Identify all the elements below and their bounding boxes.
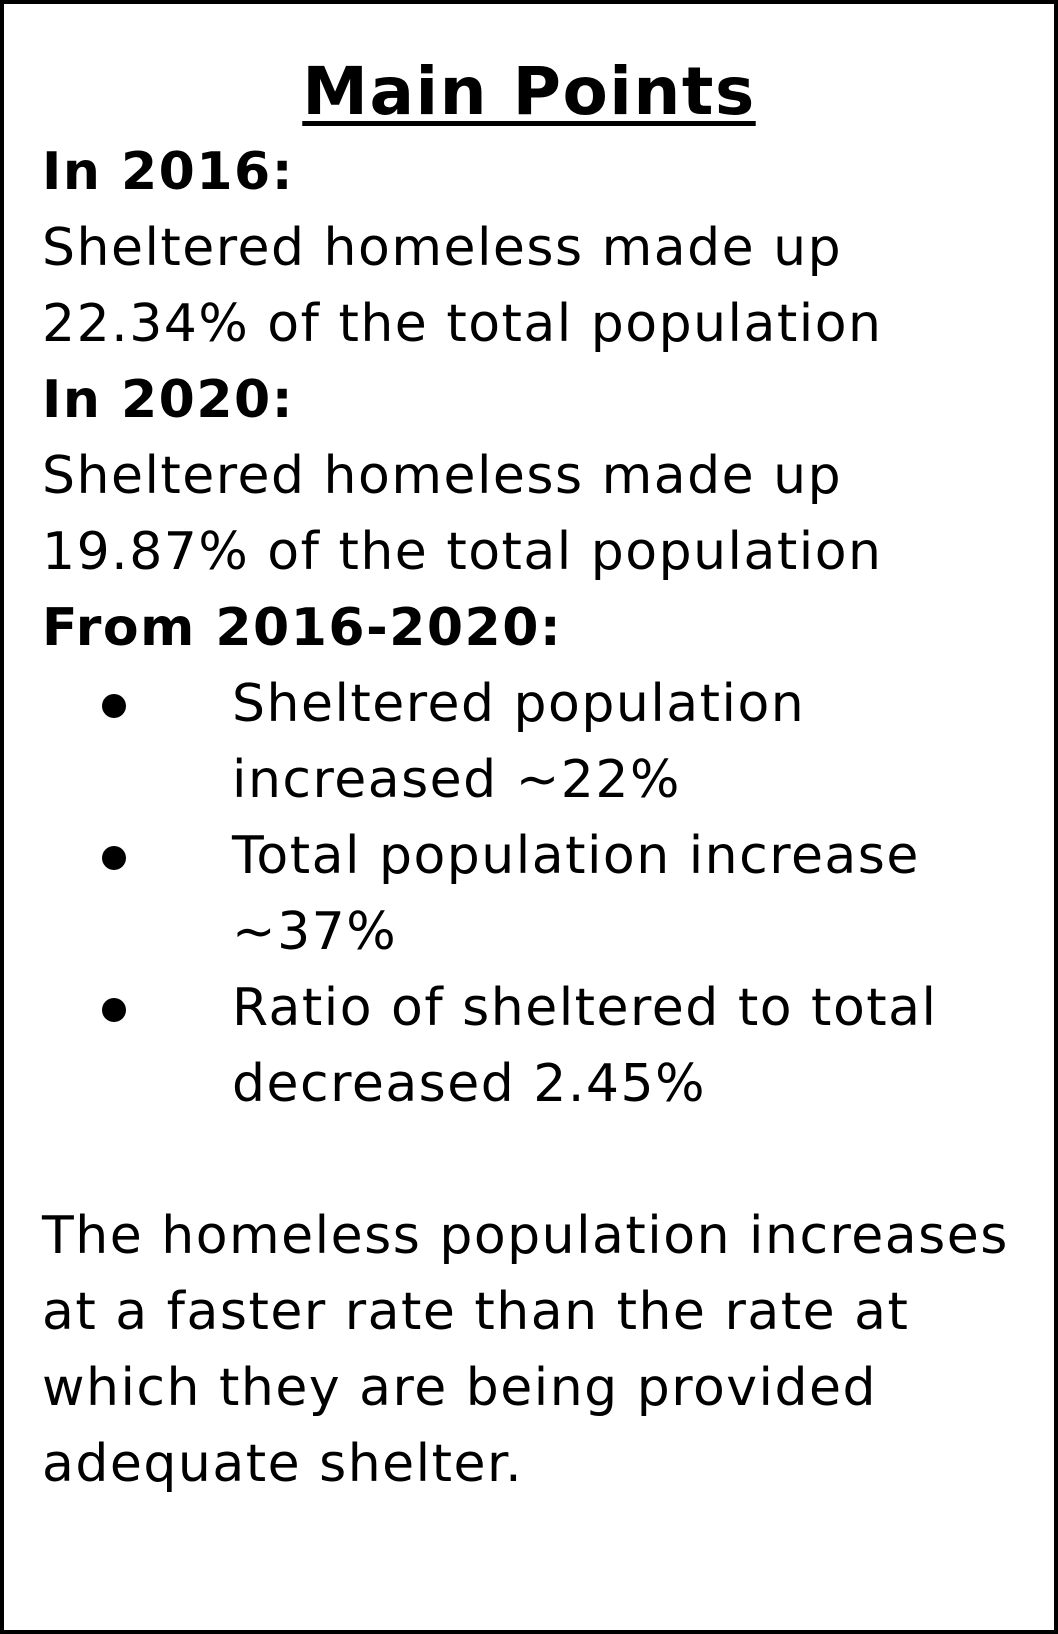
bullet-dot-icon	[102, 694, 126, 718]
heading-2016: In 2016:	[42, 142, 294, 202]
bullet-item-total: Total population increase ~37%	[42, 818, 1034, 970]
bullet-item-ratio: Ratio of sheltered to total decreased 2.…	[42, 970, 1034, 1122]
heading-2016-2020: From 2016-2020:	[42, 598, 563, 658]
bullet-dot-icon	[102, 998, 126, 1022]
bullet-dot-icon	[102, 846, 126, 870]
content: In 2016: Sheltered homeless made up 22.3…	[42, 134, 1034, 1502]
heading-2020: In 2020:	[42, 370, 294, 430]
bullet-text: Total population increase ~37%	[232, 826, 920, 962]
bullet-item-sheltered: Sheltered population increased ~22%	[42, 666, 1034, 818]
text-2020: Sheltered homeless made up 19.87% of the…	[42, 446, 883, 582]
bullet-text: Ratio of sheltered to total decreased 2.…	[232, 978, 938, 1114]
conclusion-text: The homeless population increases at a f…	[42, 1206, 1009, 1494]
title-text: Main Points	[302, 53, 756, 130]
bullet-list: Sheltered population increased ~22% Tota…	[42, 666, 1034, 1122]
page-title: Main Points	[4, 46, 1054, 138]
bullet-text: Sheltered population increased ~22%	[232, 674, 806, 810]
text-2016: Sheltered homeless made up 22.34% of the…	[42, 218, 883, 354]
